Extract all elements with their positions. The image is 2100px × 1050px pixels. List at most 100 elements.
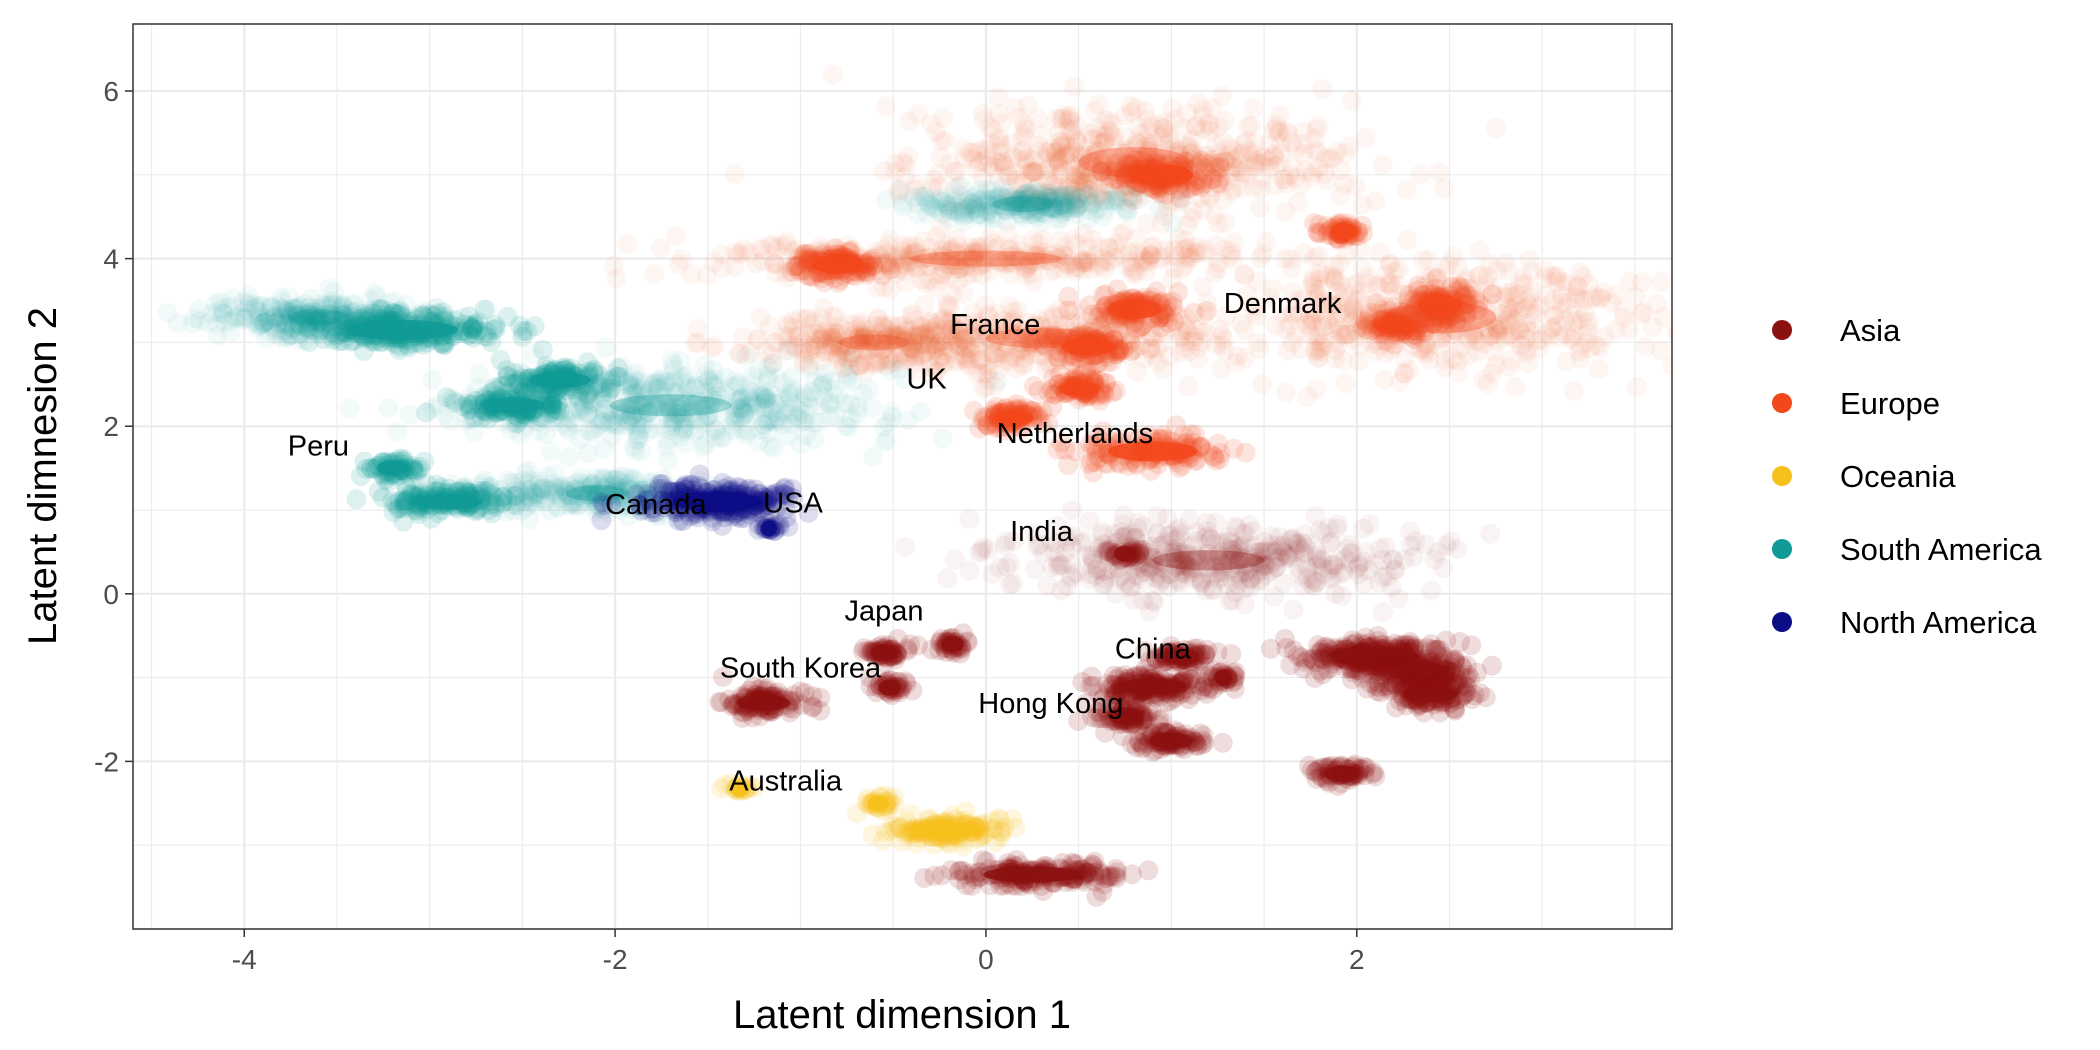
data-point [1091, 154, 1112, 175]
data-point [932, 428, 953, 449]
data-point [1263, 120, 1284, 141]
data-point [1005, 163, 1026, 184]
data-point [1635, 336, 1656, 357]
data-point [1556, 351, 1577, 372]
data-point [378, 398, 399, 419]
data-point [1059, 107, 1080, 127]
data-point [1276, 173, 1296, 194]
data-point [967, 194, 988, 215]
data-point [722, 376, 743, 397]
data-point [1051, 108, 1072, 129]
data-point [833, 331, 854, 352]
data-point [892, 152, 913, 173]
data-point [1484, 342, 1505, 363]
data-point [988, 168, 1009, 189]
data-point [1071, 165, 1092, 186]
data-point [1048, 152, 1069, 173]
data-point [980, 133, 1001, 154]
data-point [1043, 176, 1064, 197]
data-point [979, 117, 1000, 138]
data-point [1054, 182, 1075, 202]
data-point [1288, 192, 1309, 213]
data-point [1104, 157, 1125, 178]
data-point [1208, 213, 1228, 234]
data-point [528, 372, 591, 389]
data-point [1058, 286, 1079, 307]
data-point [988, 87, 1009, 108]
data-point [1123, 147, 1144, 168]
data-point [1250, 197, 1270, 218]
data-point [1212, 85, 1233, 106]
data-point [1036, 148, 1057, 169]
data-point [895, 154, 916, 175]
data-point [1220, 245, 1241, 266]
data-point [587, 374, 608, 395]
data-point [1140, 338, 1161, 359]
data-point [1025, 162, 1046, 183]
data-point [945, 188, 965, 209]
data-point [1143, 235, 1164, 256]
data-point [1082, 129, 1103, 150]
data-point [618, 414, 639, 435]
data-point [1094, 152, 1115, 172]
data-point [939, 153, 960, 174]
data-point [685, 332, 706, 353]
data-point [1013, 355, 1033, 376]
data-point [1099, 120, 1120, 141]
data-point [1330, 223, 1358, 240]
data-point [1015, 119, 1036, 140]
data-point [1588, 359, 1609, 379]
data-points [157, 64, 1672, 907]
data-point [814, 363, 835, 384]
data-point [1557, 274, 1578, 295]
data-point [1010, 141, 1031, 162]
data-point [1149, 145, 1170, 166]
data-point [1073, 181, 1094, 202]
data-point [1240, 116, 1261, 137]
data-point [973, 150, 994, 171]
data-point [1084, 202, 1105, 223]
data-point [1633, 301, 1654, 322]
data-point [1485, 118, 1506, 138]
data-point [1307, 142, 1328, 163]
data-point [1023, 150, 1044, 171]
data-point [880, 279, 901, 300]
data-point [1182, 142, 1203, 163]
data-point [1059, 192, 1080, 213]
data-point [1229, 144, 1250, 165]
data-point [998, 165, 1019, 186]
data-point [299, 312, 320, 333]
data-point [1280, 249, 1301, 270]
data-point [1058, 380, 1099, 397]
data-point [991, 141, 1011, 162]
data-point [1064, 185, 1085, 206]
data-point [469, 364, 490, 384]
data-point [1619, 271, 1640, 292]
data-point [1170, 181, 1191, 202]
data-point [1213, 330, 1234, 351]
data-point [1113, 167, 1134, 187]
data-point [880, 360, 900, 380]
data-point [1325, 348, 1346, 369]
data-point [339, 398, 360, 419]
data-point [673, 418, 694, 439]
data-point [1536, 284, 1557, 305]
data-point [1269, 105, 1290, 126]
data-point [1192, 276, 1213, 297]
data-point [1204, 205, 1225, 226]
data-point [1059, 144, 1080, 164]
data-point [1575, 303, 1596, 323]
data-point [1193, 105, 1213, 126]
data-point [852, 383, 873, 404]
data-point [1370, 242, 1390, 263]
data-point [993, 156, 1014, 177]
data-point [1373, 317, 1414, 334]
data-point [1202, 98, 1223, 118]
data-point [982, 156, 1003, 177]
data-point [1047, 189, 1068, 210]
data-point [892, 193, 913, 214]
data-point [778, 340, 799, 361]
data-point [911, 270, 932, 291]
data-point [1165, 138, 1186, 158]
data-point [1061, 337, 1115, 356]
